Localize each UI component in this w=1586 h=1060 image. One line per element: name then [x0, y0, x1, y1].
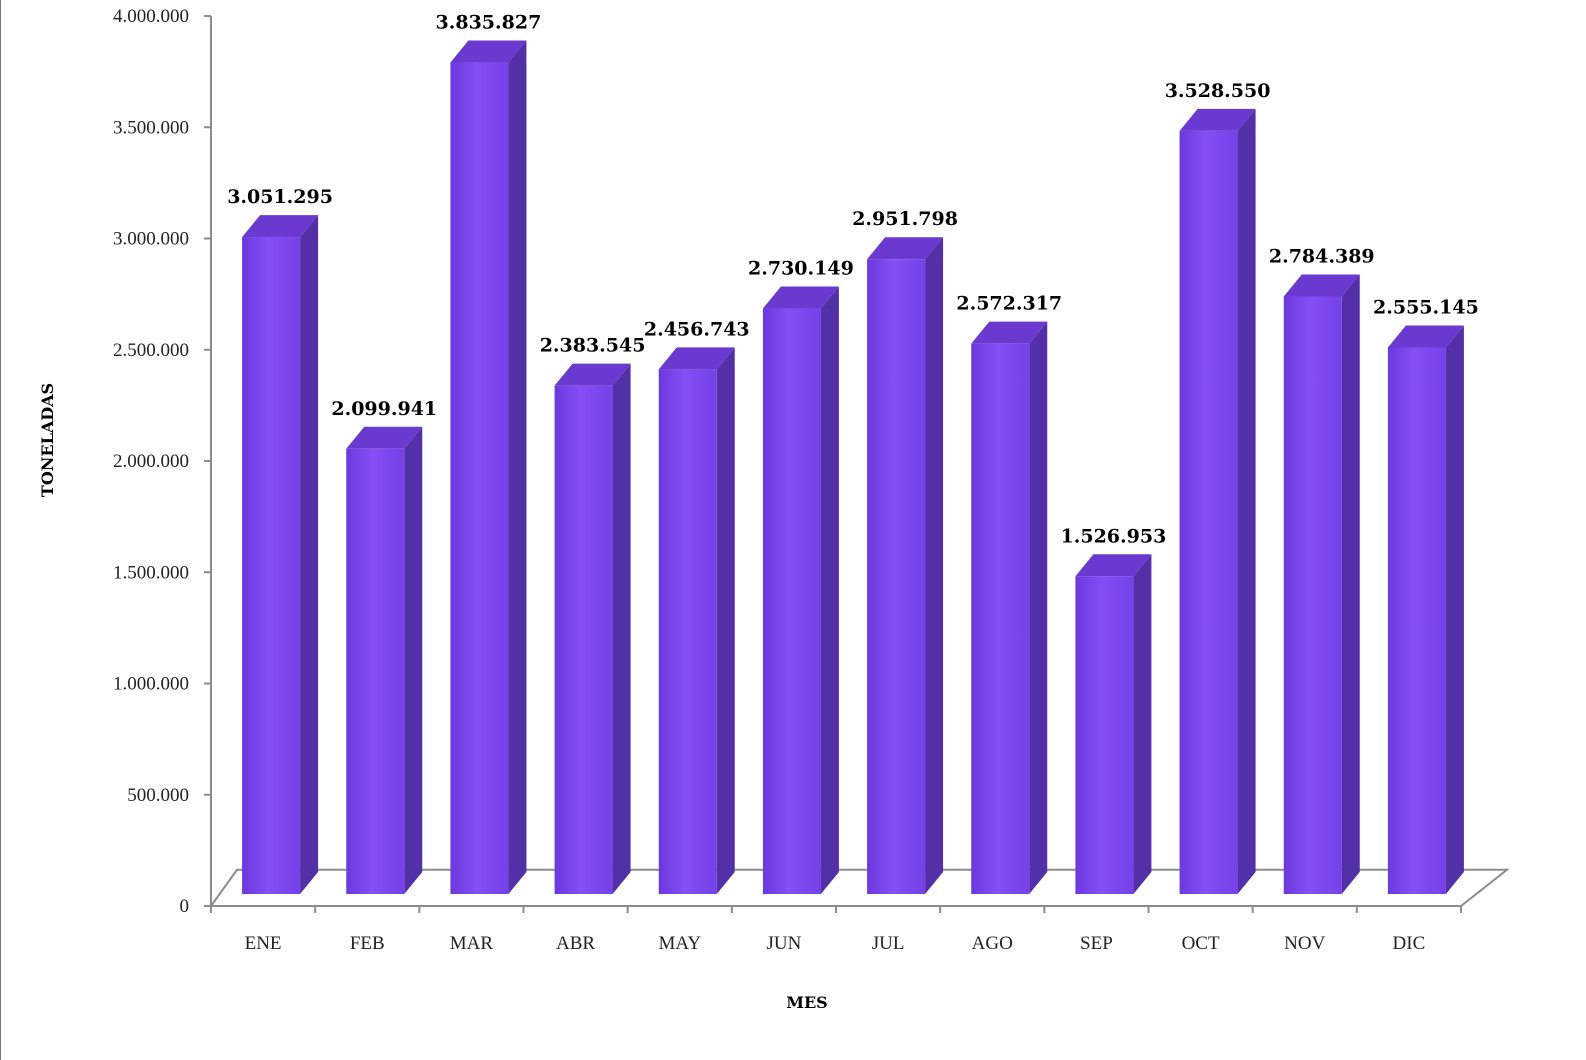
bar-ago — [971, 321, 1048, 895]
bar-jul — [867, 237, 944, 894]
x-axis-labels: ENE FEB MAR ABR MAY JUN JUL AGO SEP OCT NOV DIC — [245, 933, 1426, 954]
bar-front — [1283, 296, 1342, 894]
y-axis: 0 500.000 1.000.000 1.500.000 2.000.000 2.500… — [113, 6, 1462, 917]
bar-top — [658, 347, 735, 370]
bar-mar — [450, 40, 527, 894]
bar-top — [1283, 274, 1360, 297]
data-label: 2.555.145 — [1373, 296, 1479, 318]
bar-side — [612, 363, 631, 894]
bar-front — [658, 369, 717, 894]
bar-side — [1445, 325, 1464, 894]
x-tick-label: FEB — [350, 933, 385, 954]
bar-top — [450, 40, 527, 63]
bar-top — [346, 426, 423, 449]
x-tick-label: MAY — [658, 933, 701, 954]
bar-side — [820, 286, 839, 894]
bar-front — [242, 237, 301, 895]
bar-sep — [1075, 554, 1152, 894]
bar-side — [925, 237, 944, 894]
y-tick-label: 0 — [180, 896, 190, 917]
bar-top — [971, 321, 1048, 344]
bar-top — [242, 215, 319, 238]
y-tick-label: 2.500.000 — [113, 340, 189, 361]
bar-side — [716, 347, 735, 894]
bar-side — [404, 426, 423, 894]
bar-top — [554, 363, 631, 386]
x-tick-label: AGO — [972, 933, 1013, 954]
bar-nov — [1283, 274, 1360, 894]
x-tick-label: ENE — [245, 933, 282, 954]
data-label: 2.456.743 — [644, 318, 750, 340]
data-label: 2.730.149 — [748, 258, 854, 280]
bar-top — [762, 286, 839, 309]
bar-front — [867, 259, 926, 894]
x-tick-label: JUN — [766, 933, 801, 954]
bar-may — [658, 347, 735, 894]
data-label: 3.528.550 — [1165, 80, 1271, 102]
data-label: 3.835.827 — [436, 12, 542, 34]
bar-front — [971, 343, 1030, 895]
x-tick-label: ABR — [556, 933, 595, 954]
bar-front — [554, 385, 613, 894]
y-tick-label: 3.000.000 — [113, 229, 189, 250]
bar-dic — [1387, 325, 1464, 894]
x-tick-label: JUL — [872, 933, 905, 954]
y-axis-title: TONELADAS — [38, 383, 57, 497]
bar-top — [1075, 554, 1152, 577]
bar-front — [450, 62, 509, 894]
data-label: 2.099.941 — [331, 398, 437, 420]
bar-side — [300, 215, 319, 895]
x-tick-label: MAR — [450, 933, 494, 954]
data-label: 2.383.545 — [540, 335, 646, 357]
bar-jun — [762, 286, 839, 894]
data-label: 2.572.317 — [956, 293, 1062, 315]
bar-front — [1387, 347, 1446, 894]
y-tick-label: 2.000.000 — [113, 451, 189, 472]
x-tick-label: OCT — [1182, 933, 1220, 954]
bar-top — [867, 237, 944, 260]
x-tick-label: SEP — [1080, 933, 1113, 954]
y-tick-label: 3.500.000 — [113, 117, 189, 138]
bar-side — [1133, 554, 1152, 894]
bars — [242, 40, 1464, 895]
y-tick-label: 500.000 — [127, 785, 189, 806]
x-axis-title: MES — [786, 993, 827, 1012]
bar-side — [1341, 274, 1360, 894]
y-tick-label: 1.500.000 — [113, 562, 189, 583]
data-label: 1.526.953 — [1061, 525, 1167, 547]
data-label: 3.051.295 — [227, 186, 333, 208]
data-label: 2.784.389 — [1269, 245, 1375, 267]
bar-top — [1179, 108, 1256, 131]
bar-front — [1075, 576, 1134, 894]
x-tick-label: DIC — [1393, 933, 1426, 954]
value-labels: 3.051.295 2.099.941 3.835.827 2.383.5452.45… — [227, 12, 1479, 548]
bar-abr — [554, 363, 631, 894]
bar-side — [1029, 321, 1048, 895]
bar-ene — [242, 215, 319, 895]
bar-feb — [346, 426, 423, 894]
bar-oct — [1179, 108, 1256, 894]
x-tick-label: NOV — [1284, 933, 1325, 954]
y-tick-label: 4.000.000 — [113, 6, 189, 27]
data-label: 2.951.798 — [852, 208, 958, 230]
bar-side — [508, 40, 527, 894]
y-tick-label: 1.000.000 — [113, 674, 189, 695]
bar-top — [1387, 325, 1464, 348]
bar-side — [1237, 108, 1256, 894]
bar-front — [346, 448, 405, 894]
bar-front — [762, 308, 821, 894]
bar-front — [1179, 130, 1238, 894]
